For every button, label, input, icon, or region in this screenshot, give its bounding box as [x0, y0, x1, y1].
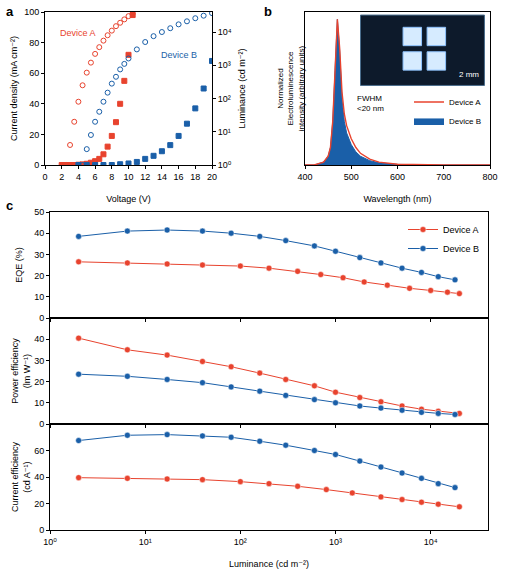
svg-text:10³: 10³	[329, 537, 342, 547]
svg-text:20: 20	[34, 271, 44, 281]
svg-text:Device A: Device A	[449, 98, 481, 107]
svg-text:100: 100	[24, 7, 39, 17]
svg-text:0: 0	[34, 160, 39, 170]
svg-text:8: 8	[109, 172, 114, 182]
svg-text:Luminance (cd m⁻²): Luminance (cd m⁻²)	[229, 559, 309, 569]
svg-text:60: 60	[29, 68, 39, 78]
svg-text:10¹: 10¹	[218, 127, 231, 137]
svg-text:10: 10	[123, 172, 133, 182]
svg-text:FWHM<20 nm: FWHM<20 nm	[357, 94, 384, 113]
svg-text:500: 500	[344, 172, 359, 182]
svg-text:18: 18	[190, 172, 200, 182]
svg-text:20: 20	[29, 130, 39, 140]
svg-text:Luminance (cd m⁻²): Luminance (cd m⁻²)	[237, 49, 247, 129]
svg-text:6: 6	[93, 172, 98, 182]
svg-text:16: 16	[174, 172, 184, 182]
svg-text:10¹: 10¹	[139, 537, 152, 547]
svg-text:10⁴: 10⁴	[424, 537, 438, 547]
svg-text:0: 0	[42, 172, 47, 182]
svg-text:c: c	[6, 198, 13, 213]
svg-text:30: 30	[34, 356, 44, 366]
svg-text:20: 20	[34, 499, 44, 509]
svg-text:30: 30	[34, 250, 44, 260]
svg-text:0: 0	[39, 419, 44, 429]
svg-text:Voltage (V): Voltage (V)	[106, 194, 151, 204]
svg-text:b: b	[264, 4, 272, 19]
svg-text:Device A: Device A	[443, 225, 479, 235]
svg-text:10⁰: 10⁰	[218, 160, 232, 170]
svg-text:0: 0	[39, 525, 44, 535]
svg-text:2 mm: 2 mm	[459, 70, 479, 79]
svg-text:400: 400	[297, 172, 312, 182]
svg-text:60: 60	[34, 446, 44, 456]
svg-text:10⁰: 10⁰	[43, 537, 57, 547]
svg-text:10: 10	[34, 398, 44, 408]
svg-text:Device A: Device A	[60, 28, 96, 38]
svg-text:40: 40	[29, 99, 39, 109]
svg-text:14: 14	[157, 172, 167, 182]
svg-text:EQE (%): EQE (%)	[14, 247, 24, 283]
svg-text:20: 20	[207, 172, 217, 182]
svg-text:20: 20	[34, 377, 44, 387]
svg-text:80: 80	[29, 38, 39, 48]
svg-text:10: 10	[34, 292, 44, 302]
svg-text:Power efficiency(lm W⁻¹): Power efficiency(lm W⁻¹)	[10, 338, 32, 404]
svg-text:12: 12	[140, 172, 150, 182]
svg-text:Wavelength (nm): Wavelength (nm)	[363, 194, 431, 204]
svg-text:40: 40	[34, 228, 44, 238]
svg-text:10²: 10²	[234, 537, 247, 547]
svg-text:Device B: Device B	[449, 117, 481, 126]
svg-text:Current density (mA cm⁻²): Current density (mA cm⁻²)	[9, 36, 19, 141]
svg-text:Current efficiency(cd A⁻¹): Current efficiency(cd A⁻¹)	[10, 442, 32, 512]
svg-text:10²: 10²	[218, 94, 231, 104]
svg-text:40: 40	[34, 472, 44, 482]
svg-text:a: a	[6, 4, 14, 19]
svg-text:800: 800	[482, 172, 497, 182]
svg-text:NormalizedElectroluminescencei: NormalizedElectroluminescenceintensity (…	[276, 45, 306, 131]
svg-text:2: 2	[59, 172, 64, 182]
svg-text:50: 50	[34, 207, 44, 217]
svg-text:10⁴: 10⁴	[218, 27, 232, 37]
svg-text:0: 0	[39, 313, 44, 323]
svg-text:Device B: Device B	[161, 50, 197, 60]
svg-text:Device B: Device B	[443, 244, 479, 254]
svg-text:700: 700	[436, 172, 451, 182]
svg-text:600: 600	[390, 172, 405, 182]
svg-text:40: 40	[34, 334, 44, 344]
svg-text:4: 4	[76, 172, 81, 182]
svg-text:10³: 10³	[218, 60, 231, 70]
